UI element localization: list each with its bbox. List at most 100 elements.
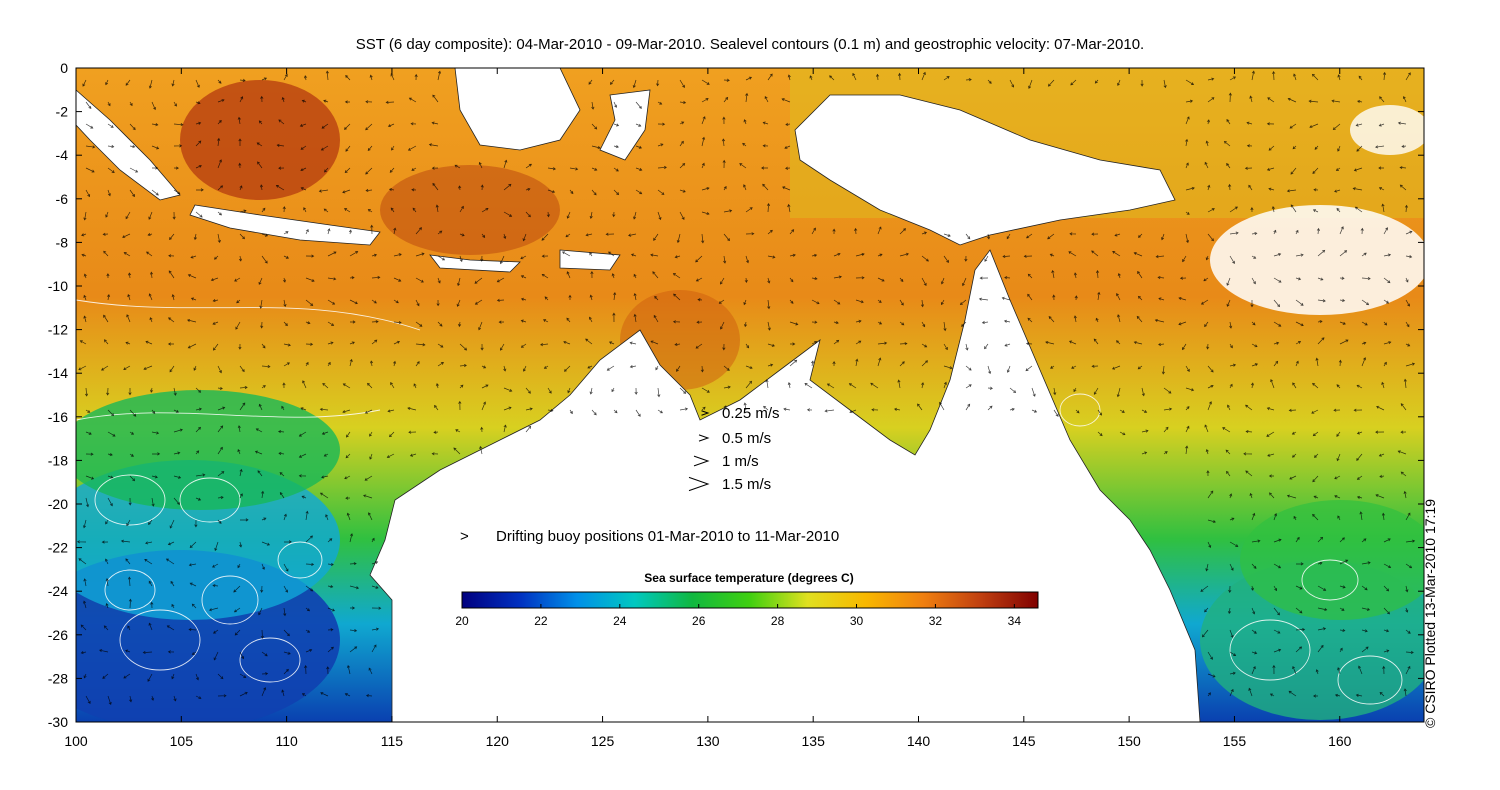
velocity-arrow	[474, 299, 483, 305]
velocity-arrow	[173, 123, 184, 127]
velocity-arrow	[1229, 671, 1236, 675]
velocity-arrow	[171, 603, 175, 609]
velocity-arrow	[169, 233, 175, 241]
velocity-arrow	[806, 408, 813, 412]
velocity-arrow	[239, 673, 247, 678]
velocity-arrow	[261, 343, 266, 349]
velocity-arrow	[261, 207, 266, 213]
velocity-arrow	[1273, 585, 1277, 592]
velocity-arrow	[371, 299, 377, 304]
velocity-arrow	[407, 406, 417, 411]
velocity-arrow	[173, 189, 181, 195]
velocity-arrow	[547, 167, 556, 171]
velocity-arrow	[1243, 452, 1253, 456]
velocity-arrow	[393, 321, 402, 325]
velocity-arrow	[105, 519, 109, 525]
velocity-arrow	[1308, 99, 1319, 103]
velocity-arrow	[85, 475, 95, 480]
velocity-arrow	[1266, 122, 1275, 126]
velocity-arrow	[1248, 184, 1253, 191]
velocity-arrow	[855, 358, 859, 367]
velocity-arrow	[653, 314, 659, 323]
velocity-arrow	[283, 255, 290, 259]
velocity-arrow	[547, 189, 556, 194]
velocity-arrow	[833, 339, 840, 345]
velocity-arrow	[1200, 585, 1209, 592]
velocity-arrow	[718, 299, 725, 304]
velocity-arrow	[654, 295, 659, 301]
velocity-arrow	[189, 541, 197, 548]
velocity-arrow	[152, 166, 159, 170]
velocity-arrow	[1273, 563, 1282, 569]
velocity-arrow	[1295, 646, 1303, 653]
velocity-arrow	[939, 401, 945, 411]
velocity-arrow	[390, 382, 395, 389]
velocity-arrow	[562, 251, 571, 257]
velocity-arrow	[349, 585, 360, 590]
velocity-arrow	[653, 233, 659, 241]
velocity-arrow	[1207, 97, 1215, 103]
velocity-arrow	[854, 227, 858, 235]
velocity-arrow	[1405, 650, 1414, 655]
velocity-arrow	[107, 475, 114, 479]
velocity-arrow	[437, 343, 444, 348]
velocity-arrow	[1317, 607, 1328, 612]
velocity-arrow	[591, 123, 598, 130]
y-tick-label: -12	[48, 322, 68, 338]
velocity-arrow	[855, 276, 865, 280]
velocity-arrow	[852, 72, 857, 81]
velocity-arrow	[650, 253, 659, 257]
velocity-arrow	[503, 387, 513, 392]
velocity-arrow	[499, 255, 505, 265]
velocity-arrow	[211, 563, 219, 568]
velocity-arrow	[365, 167, 373, 175]
velocity-arrow	[480, 184, 484, 191]
velocity-arrow	[723, 78, 730, 82]
velocity-arrow	[105, 79, 109, 86]
velocity-arrow	[591, 145, 601, 150]
velocity-arrow	[921, 71, 926, 81]
velocity-arrow	[589, 316, 593, 323]
velocity-arrow	[1075, 409, 1080, 414]
velocity-arrow	[520, 343, 527, 348]
velocity-arrow	[107, 123, 114, 128]
velocity-arrow	[1289, 123, 1297, 129]
velocity-arrow	[234, 629, 241, 636]
velocity-arrow	[411, 167, 417, 171]
velocity-arrow	[1250, 207, 1254, 213]
velocity-arrow	[415, 227, 422, 235]
velocity-arrow	[279, 472, 285, 477]
velocity-arrow	[1006, 365, 1011, 373]
velocity-arrow	[1361, 252, 1367, 257]
velocity-arrow	[1111, 365, 1121, 370]
velocity-arrow	[126, 314, 131, 323]
velocity-arrow	[1355, 693, 1363, 697]
velocity-arrow	[984, 255, 989, 262]
velocity-arrow	[348, 229, 352, 235]
x-tick-label: 110	[275, 733, 298, 749]
velocity-arrow	[1205, 140, 1209, 147]
velocity-arrow	[1097, 431, 1103, 437]
velocity-arrow	[171, 673, 175, 680]
velocity-arrow	[275, 185, 285, 191]
velocity-arrow	[345, 496, 351, 500]
velocity-arrow	[608, 251, 615, 257]
velocity-arrow	[305, 277, 315, 282]
velocity-arrow	[569, 189, 574, 195]
velocity-arrow	[787, 382, 791, 389]
velocity-arrow	[107, 497, 113, 507]
velocity-arrow	[255, 428, 263, 433]
velocity-arrow	[655, 365, 659, 371]
velocity-arrow	[345, 75, 351, 81]
velocity-arrow	[1356, 475, 1363, 480]
velocity-arrow	[1251, 231, 1258, 236]
velocity-arrow	[673, 293, 681, 301]
velocity-arrow	[1339, 339, 1349, 345]
velocity-arrow	[522, 365, 527, 372]
velocity-arrow	[432, 94, 439, 103]
velocity-arrow	[431, 166, 439, 170]
velocity-arrow	[1273, 299, 1281, 308]
velocity-arrow	[1207, 541, 1212, 549]
velocity-arrow	[1273, 341, 1280, 345]
velocity-arrow	[679, 211, 685, 220]
